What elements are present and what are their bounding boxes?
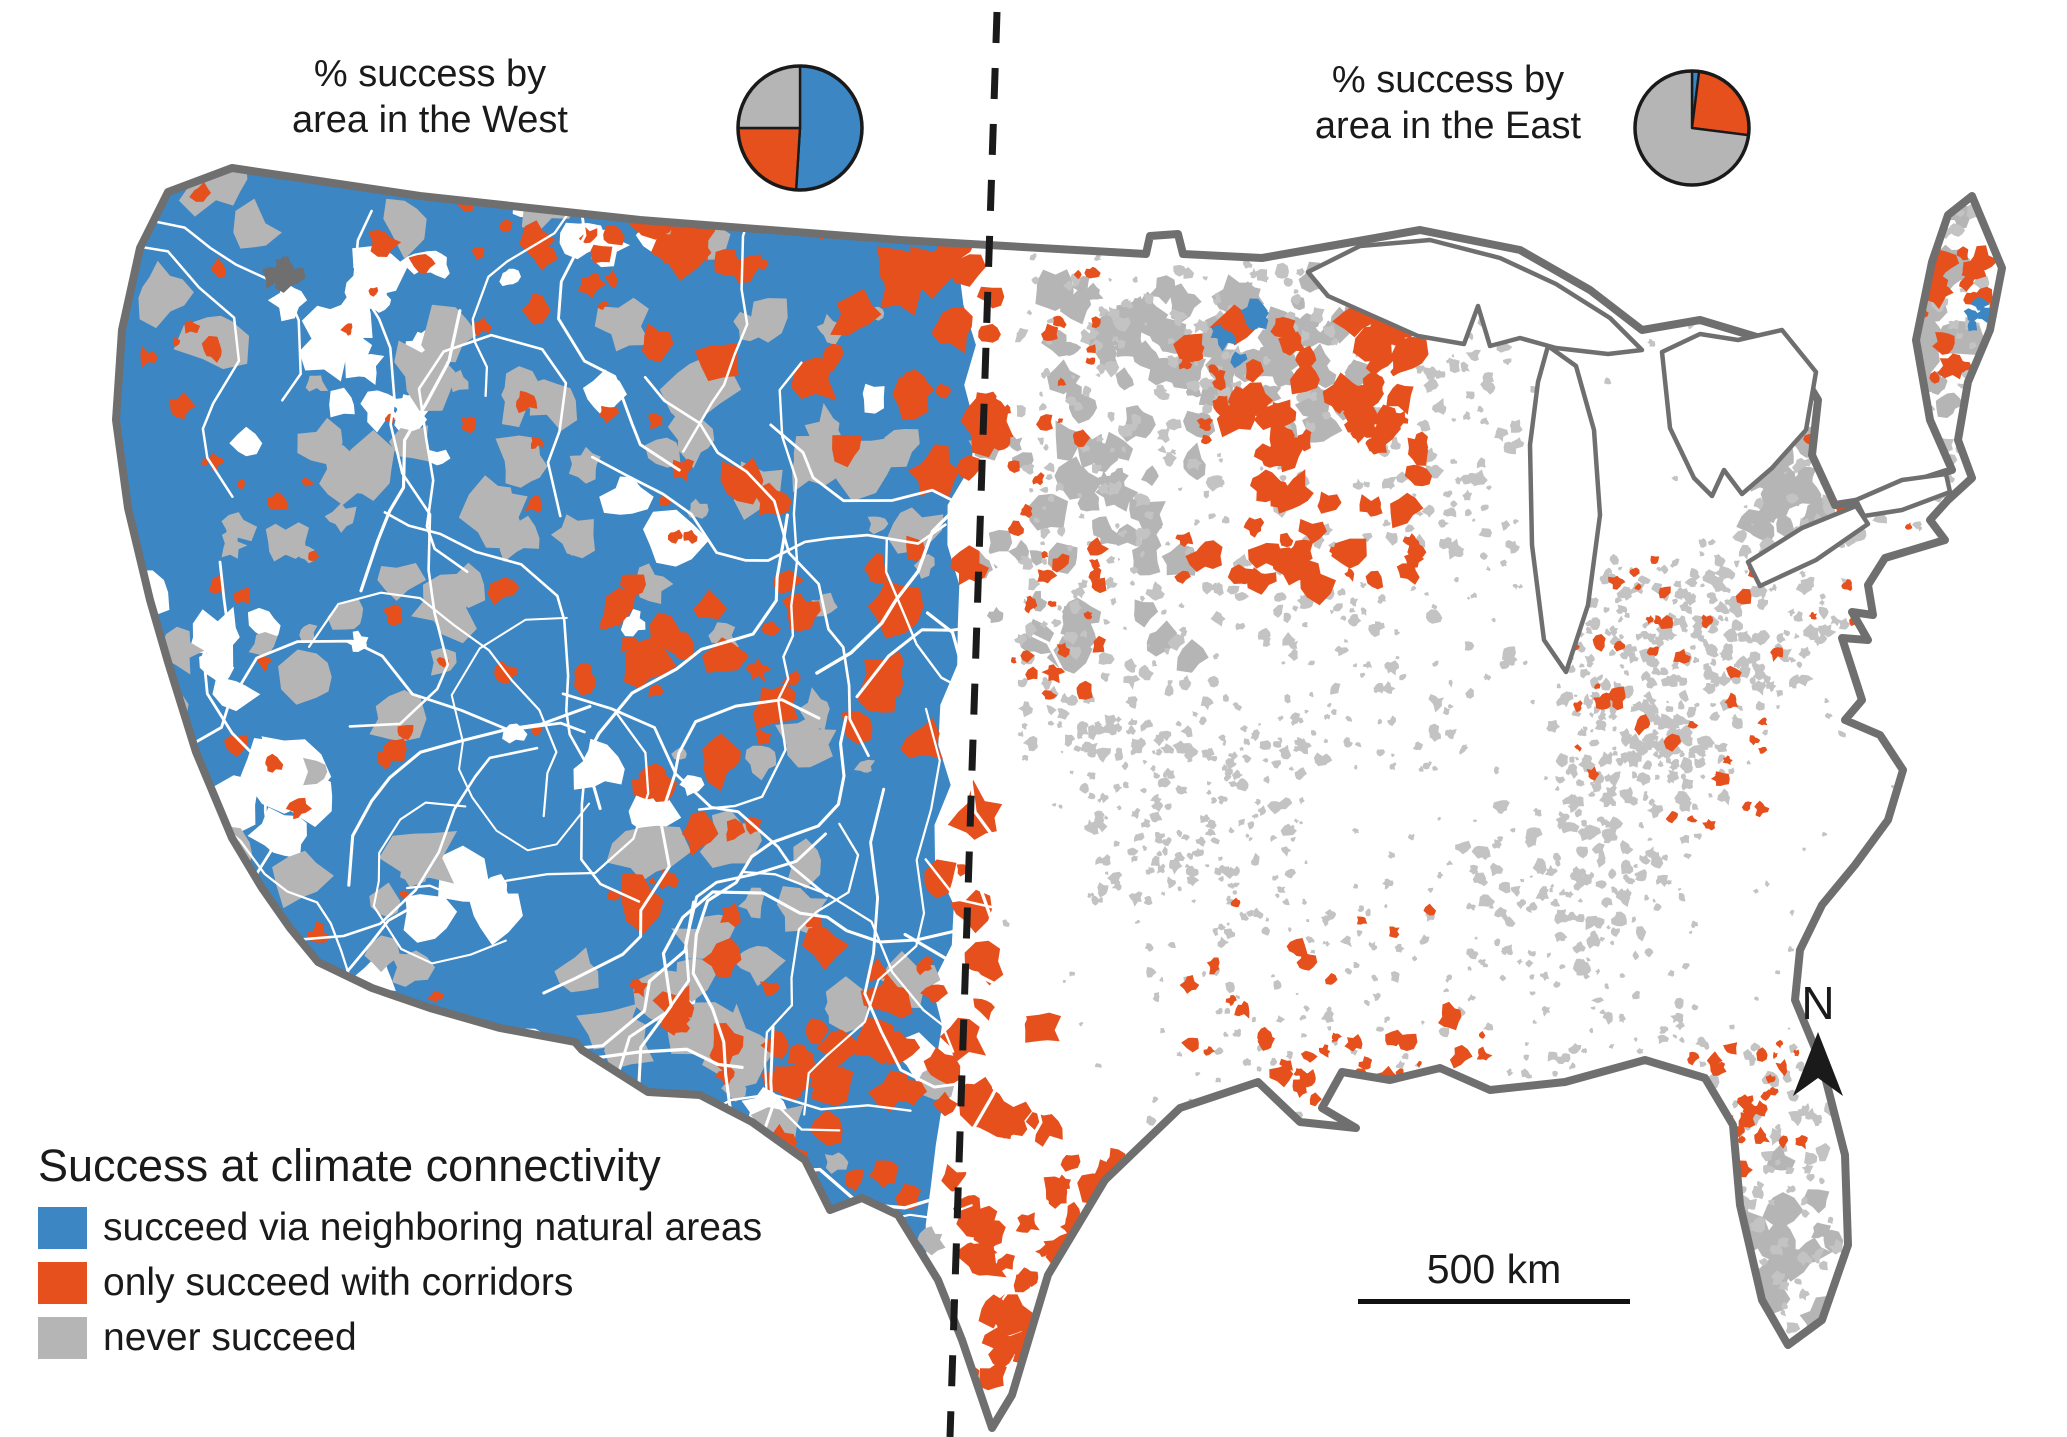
scale-bar-label: 500 km (1426, 1246, 1562, 1292)
north-arrow-icon (1793, 1032, 1843, 1096)
legend-label-corridors: only succeed with corridors (103, 1261, 574, 1304)
legend-label-never: never succeed (103, 1316, 357, 1359)
east-pie-title: % success by area in the East (1242, 58, 1654, 149)
legend-label-succeed: succeed via neighboring natural areas (103, 1206, 763, 1249)
lake-huron (1659, 327, 1819, 499)
west-east-divider-line (946, 11, 1001, 1437)
legend-item-corridors: only succeed with corridors (38, 1261, 762, 1305)
lake-ontario (1853, 471, 1953, 519)
east-pie-title-line2: area in the East (1314, 104, 1582, 147)
east-pie-title-line1: % success by (1331, 59, 1565, 101)
lake-michigan (1527, 343, 1603, 675)
great-lakes (1305, 237, 1953, 675)
lake-superior (1305, 237, 1645, 357)
west-pie-title: % success by area in the West (212, 52, 648, 143)
north-arrow: N (1788, 976, 1848, 1096)
map-legend: Success at climate connectivity succeed … (38, 1140, 762, 1371)
west-pie-title-line2: area in the West (291, 98, 568, 141)
legend-swatch-never-gray (38, 1317, 87, 1359)
north-arrow-label: N (1801, 977, 1835, 1029)
pie-slice (794, 64, 864, 192)
legend-swatch-succeed-blue (38, 1207, 87, 1249)
legend-title: Success at climate connectivity (38, 1140, 661, 1191)
pie-slice (1690, 70, 1751, 137)
legend-swatch-corridor-orange (38, 1262, 87, 1304)
legend-item-never: never succeed (38, 1316, 762, 1360)
east-pie-chart (1633, 69, 1751, 187)
scale-bar-line (1358, 1299, 1630, 1304)
legend-item-succeed: succeed via neighboring natural areas (38, 1206, 762, 1250)
scale-bar: 500 km (1358, 1246, 1630, 1304)
west-pie-title-line1: % success by (313, 53, 547, 95)
west-pie-chart (736, 64, 864, 192)
lake-erie (1745, 503, 1871, 589)
